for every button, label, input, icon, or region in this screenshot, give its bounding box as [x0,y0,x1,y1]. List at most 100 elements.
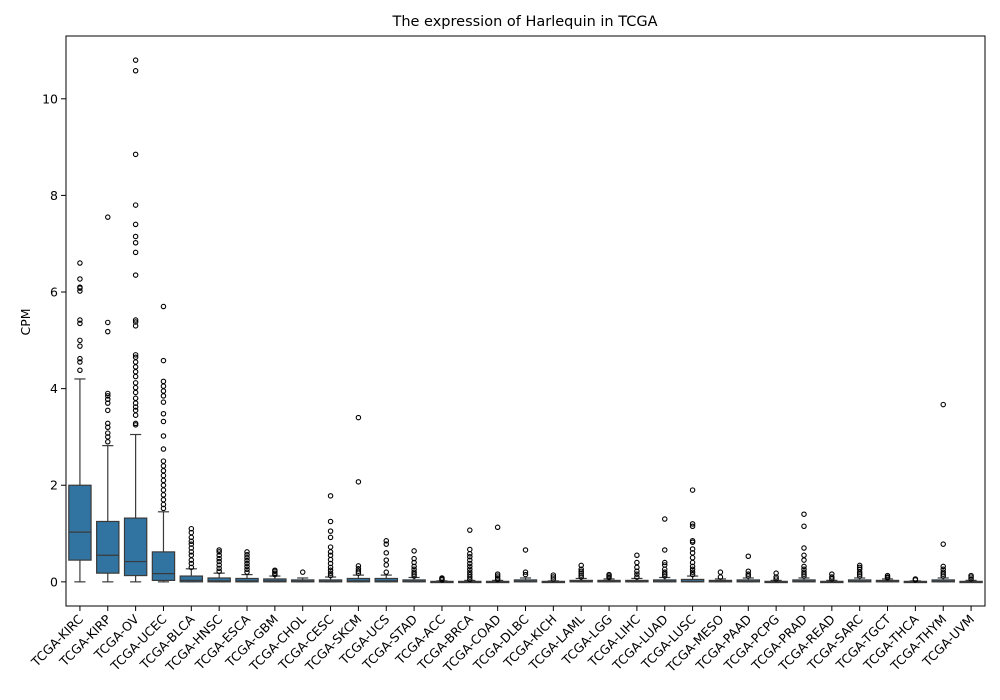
outlier-point [105,393,111,399]
box [374,577,398,583]
box [207,577,231,583]
outlier-point [132,317,139,323]
box-group [346,414,371,583]
outlier-point [216,562,222,568]
outlier-point [773,570,779,576]
outlier-point [244,554,250,561]
box-group [792,511,816,583]
outlier-point [327,528,334,534]
outlier-point [216,568,222,574]
y-tick-label: 2 [50,478,58,493]
outlier-point [77,359,83,365]
outlier-point [77,284,83,290]
outlier-point [522,569,529,575]
outlier-point [689,487,696,493]
outlier-point [773,576,779,582]
box-group [708,569,733,583]
outlier-point [160,458,167,464]
outlier-point [132,319,139,325]
outlier-point [355,566,362,572]
outlier-point [188,552,195,559]
outlier-point [216,547,222,553]
box-group [207,547,231,583]
outlier-point [216,555,222,562]
box-group [96,214,120,583]
outlier-point [105,407,111,414]
box-group [541,572,566,584]
outlier-point [856,564,863,571]
outlier-point [467,546,473,553]
box-group [625,552,649,583]
outlier-point [940,401,946,408]
outlier-point [829,574,835,580]
y-axis-label: CPM [18,308,33,335]
outlier-point [132,249,139,256]
chart-title: The expression of Harlequin in TCGA [391,14,657,30]
outlier-point [745,568,752,574]
outlier-point [884,572,891,579]
outlier-point [578,568,584,574]
outlier-point [634,559,640,566]
box-group [374,538,398,583]
outlier-point [355,568,362,574]
outlier-point [411,569,417,575]
outlier-point [467,571,473,578]
box-group [151,303,176,583]
outlier-point [522,571,529,578]
outlier-point [244,552,250,558]
outlier-point [661,562,668,568]
outlier-point [467,566,473,573]
outlier-point [940,541,946,547]
box-group [485,524,510,584]
box-group [263,567,287,583]
outlier-point [132,151,139,158]
box-group [847,562,872,583]
y-tick-label: 8 [50,188,58,203]
outlier-point [132,420,139,427]
outlier-point [272,570,278,576]
outlier-point [661,569,668,575]
box [179,575,204,583]
outlier-point [383,569,390,575]
outlier-point [160,399,167,405]
outlier-point [439,575,445,581]
box-group [235,549,259,583]
box-group [569,562,593,583]
outlier-point [244,549,250,555]
box-group [430,575,454,584]
outlier-point [188,560,195,567]
box-group [903,576,928,584]
box-group [458,527,482,584]
outlier-point [105,214,111,220]
outlier-point [383,541,390,547]
outlier-point [661,516,668,522]
y-tick-label: 6 [50,285,58,300]
outlier-point [77,260,83,266]
outlier-point [467,527,473,533]
axes-frame [65,35,986,607]
outlier-point [634,574,640,580]
outlier-point [132,233,139,240]
outlier-point [160,303,167,310]
outlier-point [940,566,946,573]
box [123,517,148,577]
outlier-point [77,320,83,327]
outlier-point [77,355,83,362]
box-group [764,570,788,584]
outlier-point [132,57,139,63]
outlier-point [689,569,696,575]
outlier-point [383,557,390,563]
outlier-point [661,559,668,566]
outlier-point [244,557,250,564]
box-group [653,516,677,583]
outlier-point [327,570,334,576]
y-tick-label: 0 [50,574,58,589]
box-group [290,569,315,583]
outlier-point [355,479,362,485]
outlier-point [689,523,696,530]
outlier-point [216,558,222,565]
outlier-point [77,367,83,374]
box-group [931,401,955,583]
box-group [513,547,538,583]
